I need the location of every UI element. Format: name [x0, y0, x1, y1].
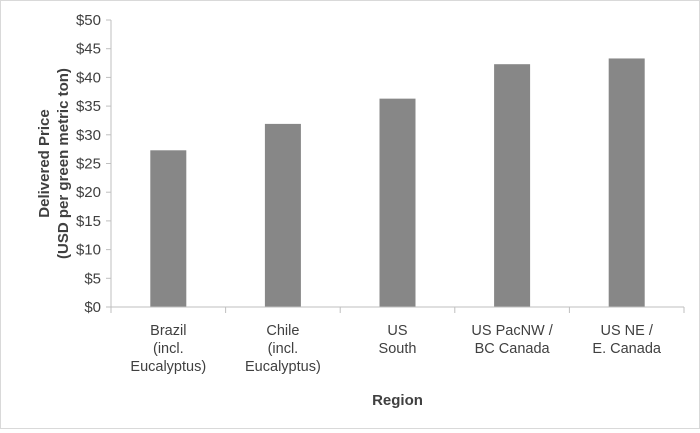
- bar: [494, 64, 531, 307]
- y-tick-label: $5: [84, 270, 101, 287]
- bars: [150, 58, 645, 307]
- y-tick-label: $45: [76, 41, 101, 58]
- x-category-label: Chile (incl. Eucalyptus): [245, 323, 321, 375]
- x-axis-ticks: [110, 307, 685, 313]
- x-category-label: US PacNW / BC Canada: [471, 323, 553, 357]
- y-tick-label: $20: [76, 184, 101, 201]
- y-tick-label: $35: [76, 98, 101, 115]
- y-tick-label: $0: [84, 299, 101, 316]
- y-tick-label: $25: [76, 156, 101, 173]
- y-tick-label: $40: [76, 69, 101, 86]
- y-tick-label: $30: [76, 127, 101, 144]
- x-category-label: Brazil (incl. Eucalyptus): [130, 323, 206, 375]
- y-axis-title: Delivered Price (USD per green metric ton…: [36, 68, 72, 259]
- bar: [264, 123, 301, 307]
- x-category-label: US NE / E. Canada: [592, 323, 661, 357]
- y-axis-ticks: $0 $5 $10 $15 $20 $25 $30 $35 $40 $45 $50: [76, 12, 111, 316]
- bar: [608, 58, 645, 307]
- bar: [150, 150, 187, 307]
- x-axis-category-labels: Brazil (incl. Eucalyptus) Chile (incl. Eucaly…: [130, 323, 661, 375]
- bar: [379, 98, 416, 307]
- x-category-label: US South: [379, 323, 417, 357]
- x-axis-title: Region: [372, 392, 423, 409]
- y-tick-label: $10: [76, 242, 101, 259]
- y-tick-label: $50: [76, 12, 101, 29]
- y-tick-label: $15: [76, 213, 101, 230]
